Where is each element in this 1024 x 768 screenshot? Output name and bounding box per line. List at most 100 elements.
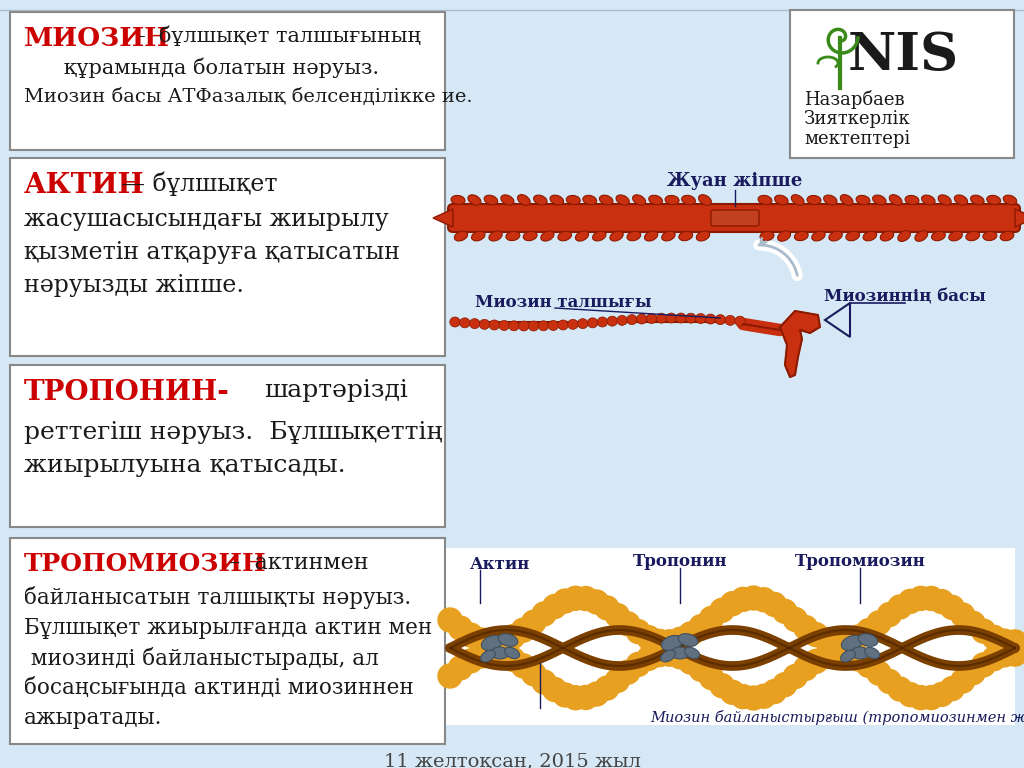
Ellipse shape xyxy=(607,316,617,326)
Circle shape xyxy=(615,660,640,684)
Text: байланысатын талшықты нәруыз.
Бұлшықет жиырылғанда актин мен
 миозинді байланыст: байланысатын талшықты нәруыз. Бұлшықет ж… xyxy=(24,586,432,729)
Text: Тропомиозин: Тропомиозин xyxy=(795,553,926,570)
Circle shape xyxy=(669,645,692,669)
Circle shape xyxy=(615,612,640,636)
Ellipse shape xyxy=(649,195,663,205)
Ellipse shape xyxy=(518,321,529,331)
Circle shape xyxy=(679,650,702,674)
Circle shape xyxy=(480,642,504,666)
Ellipse shape xyxy=(828,231,843,241)
Ellipse shape xyxy=(706,314,716,324)
Circle shape xyxy=(679,622,702,646)
Text: АКТИН: АКТИН xyxy=(24,172,144,199)
Text: Миозин байланыстырғыш (тропомиозинмен жабылған): Миозин байланыстырғыш (тропомиозинмен жа… xyxy=(650,710,1024,725)
Circle shape xyxy=(490,643,514,667)
Circle shape xyxy=(710,674,734,697)
Ellipse shape xyxy=(863,231,877,241)
Ellipse shape xyxy=(671,647,689,659)
Ellipse shape xyxy=(517,194,530,205)
Ellipse shape xyxy=(715,315,726,325)
Circle shape xyxy=(898,589,923,614)
Circle shape xyxy=(563,686,588,710)
Circle shape xyxy=(731,684,755,709)
Ellipse shape xyxy=(548,320,558,330)
Circle shape xyxy=(459,623,483,647)
Ellipse shape xyxy=(597,317,607,327)
Ellipse shape xyxy=(725,316,735,326)
Circle shape xyxy=(627,620,650,644)
Circle shape xyxy=(940,677,965,700)
Circle shape xyxy=(962,660,985,685)
Circle shape xyxy=(490,629,514,653)
Ellipse shape xyxy=(966,231,980,240)
Circle shape xyxy=(637,647,660,670)
Circle shape xyxy=(1002,630,1024,654)
Ellipse shape xyxy=(889,194,902,205)
Text: 11 желтоқсан, 2015 жыл: 11 желтоқсан, 2015 жыл xyxy=(384,752,640,768)
Circle shape xyxy=(574,685,598,710)
Circle shape xyxy=(553,589,578,613)
Ellipse shape xyxy=(698,194,712,205)
Circle shape xyxy=(637,626,660,650)
Ellipse shape xyxy=(539,321,549,331)
Circle shape xyxy=(721,680,744,704)
Circle shape xyxy=(438,608,462,632)
FancyBboxPatch shape xyxy=(10,12,445,150)
Circle shape xyxy=(898,683,923,707)
Circle shape xyxy=(762,680,786,703)
Circle shape xyxy=(710,598,734,622)
Circle shape xyxy=(521,662,546,686)
Circle shape xyxy=(794,657,818,680)
Ellipse shape xyxy=(499,634,518,647)
Ellipse shape xyxy=(488,231,502,241)
FancyBboxPatch shape xyxy=(10,158,445,356)
Circle shape xyxy=(783,607,807,631)
Circle shape xyxy=(438,664,462,688)
Circle shape xyxy=(920,587,943,611)
Ellipse shape xyxy=(550,195,563,205)
Circle shape xyxy=(532,670,556,694)
Ellipse shape xyxy=(660,650,676,662)
Circle shape xyxy=(647,629,672,654)
Ellipse shape xyxy=(851,647,869,659)
Ellipse shape xyxy=(451,195,465,204)
Circle shape xyxy=(950,603,975,627)
Text: Назарбаев: Назарбаев xyxy=(804,90,904,109)
Circle shape xyxy=(783,664,807,689)
Ellipse shape xyxy=(881,231,894,241)
Ellipse shape xyxy=(856,195,870,204)
Ellipse shape xyxy=(971,195,984,205)
Circle shape xyxy=(909,586,933,611)
Ellipse shape xyxy=(534,195,547,205)
Circle shape xyxy=(689,614,713,639)
Circle shape xyxy=(469,628,494,652)
FancyBboxPatch shape xyxy=(449,204,1020,232)
Text: Миозин басы АТФазалық белсенділікке ие.: Миозин басы АТФазалық белсенділікке ие. xyxy=(24,88,473,106)
Text: -  бұлшықет талшығының: - бұлшықет талшығының xyxy=(132,26,421,47)
Circle shape xyxy=(762,592,786,617)
Text: Зияткерлік: Зияткерлік xyxy=(804,110,910,128)
Ellipse shape xyxy=(684,647,699,659)
Circle shape xyxy=(825,630,849,654)
Ellipse shape xyxy=(676,313,686,323)
Ellipse shape xyxy=(695,313,706,323)
Circle shape xyxy=(741,686,765,710)
Circle shape xyxy=(972,619,995,643)
Ellipse shape xyxy=(914,230,928,241)
Ellipse shape xyxy=(774,195,788,205)
Ellipse shape xyxy=(484,195,498,205)
Circle shape xyxy=(992,629,1017,653)
Ellipse shape xyxy=(490,647,509,659)
Ellipse shape xyxy=(949,231,963,241)
Circle shape xyxy=(846,647,870,671)
Ellipse shape xyxy=(599,195,613,205)
Ellipse shape xyxy=(567,319,579,329)
Ellipse shape xyxy=(480,650,496,662)
FancyBboxPatch shape xyxy=(10,365,445,527)
Text: Жуан жіпше: Жуан жіпше xyxy=(668,172,803,190)
Circle shape xyxy=(501,647,524,671)
Circle shape xyxy=(574,587,598,611)
Circle shape xyxy=(836,643,859,667)
Circle shape xyxy=(972,653,995,677)
Ellipse shape xyxy=(807,196,821,204)
